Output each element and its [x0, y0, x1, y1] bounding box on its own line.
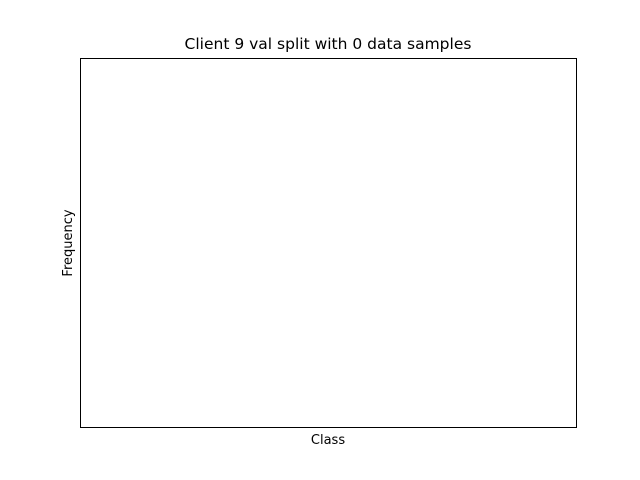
- plot-area-frame: [80, 58, 577, 428]
- y-axis-label: Frequency: [61, 209, 76, 276]
- chart-title: Client 9 val split with 0 data samples: [185, 35, 472, 53]
- x-axis-label: Class: [311, 433, 345, 448]
